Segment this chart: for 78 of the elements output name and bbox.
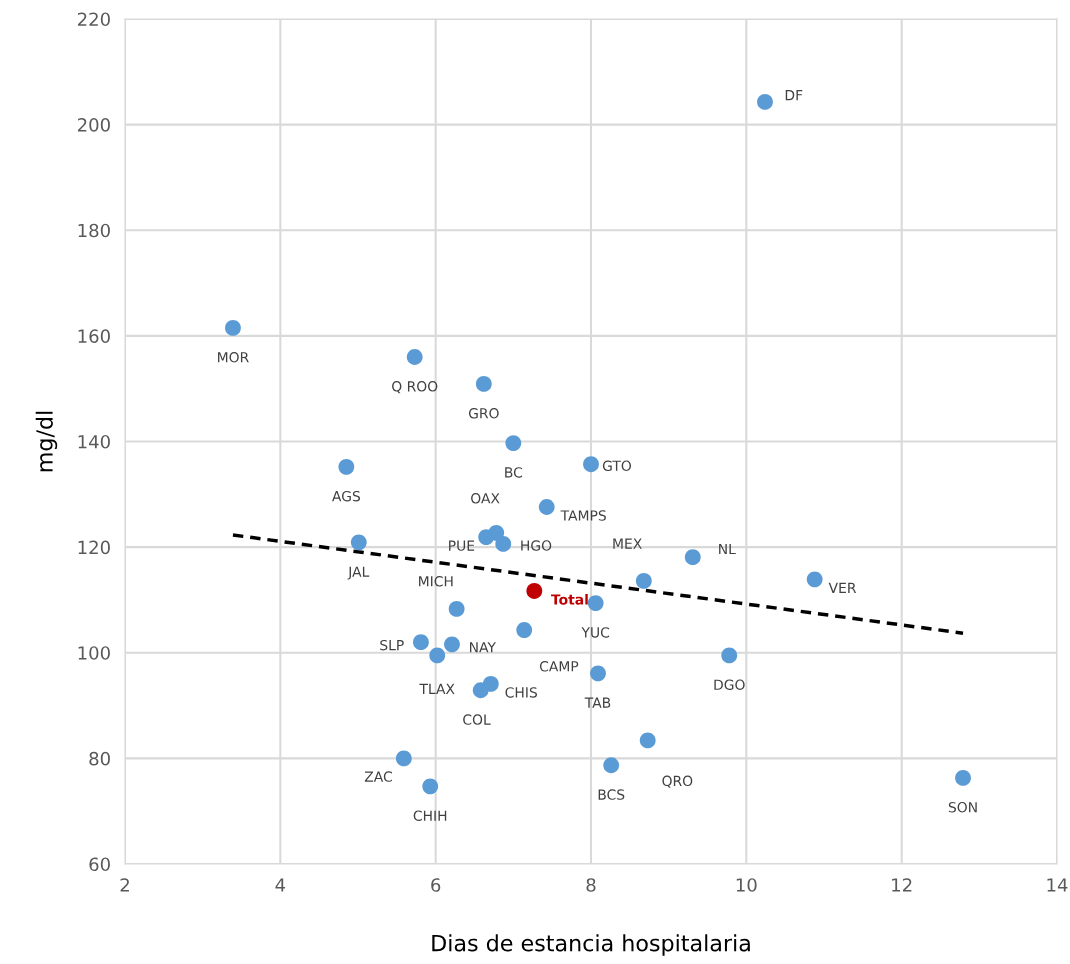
point [478, 529, 495, 546]
data-label: GRO [468, 408, 499, 419]
data-label: HGO [521, 540, 552, 551]
point [225, 320, 241, 336]
y-tick-label: 60 [89, 857, 110, 872]
data-label: BCS [598, 789, 625, 800]
point [526, 583, 543, 599]
data-label: NAY [470, 642, 496, 653]
data-label: MEX [613, 538, 642, 549]
point [603, 757, 620, 774]
data-label: SON [948, 802, 977, 813]
y-axis-title: mg/dl [35, 411, 58, 472]
data-label: CHIH [413, 810, 447, 821]
data-label: Q ROO [392, 381, 438, 394]
point [538, 499, 555, 515]
point [422, 778, 439, 795]
data-label: PUE [449, 540, 475, 551]
point [684, 549, 701, 566]
point [721, 647, 738, 664]
x-tick-label: 4 [275, 878, 286, 892]
data-label: OAX [471, 493, 500, 504]
point [475, 376, 492, 392]
data-label: MICH [419, 576, 453, 587]
x-axis-title: Dias de estancia hospitalaria [432, 934, 750, 956]
point [806, 571, 823, 588]
data-label: TLAX [419, 683, 455, 694]
data-label: DF [785, 90, 803, 101]
data-label: TAB [584, 697, 611, 708]
data-label: DGO [714, 679, 745, 690]
data-label: Total [551, 593, 588, 605]
y-tick-label: 200 [77, 118, 110, 132]
point [429, 647, 446, 664]
x-tick-label: 2 [120, 878, 129, 892]
data-label: CAMP [539, 661, 579, 672]
x-tick-label: 14 [1047, 878, 1068, 892]
point [505, 435, 522, 451]
data-label: CHIS [505, 687, 537, 698]
point [516, 622, 533, 638]
data-label: SLP [380, 639, 404, 651]
point [635, 573, 652, 589]
point [587, 595, 604, 612]
point [395, 750, 412, 767]
point [444, 636, 460, 653]
point [639, 732, 656, 749]
point [583, 456, 599, 473]
y-tick-label: 140 [78, 434, 110, 449]
data-label: YUC [581, 627, 610, 638]
point [350, 534, 367, 551]
y-tick-label: 160 [78, 329, 110, 343]
point [955, 770, 971, 786]
point [472, 682, 489, 699]
point [448, 601, 465, 617]
point [590, 665, 606, 682]
x-tick-label: 12 [892, 878, 912, 892]
data-label: JAL [347, 566, 370, 580]
x-tick-label: 10 [736, 878, 757, 892]
data-label: MOR [218, 352, 249, 363]
point [338, 458, 355, 475]
data-label: QRO [662, 775, 693, 788]
point [406, 349, 423, 365]
data-label: ZAC [364, 771, 392, 782]
y-tick-label: 80 [89, 751, 110, 766]
data-label: NL [719, 543, 736, 555]
data-label: GTO [602, 460, 632, 472]
y-tick-label: 120 [78, 540, 110, 555]
point [495, 536, 512, 552]
data-label: AGS [332, 490, 360, 502]
point [412, 634, 429, 651]
y-tick-label: 220 [77, 12, 110, 27]
x-tick-label: 8 [586, 878, 596, 892]
data-label: COL [463, 714, 491, 725]
data-label: VER [828, 582, 857, 593]
y-tick-label: 180 [78, 223, 110, 238]
data-label: BC [505, 467, 523, 478]
point [757, 94, 773, 110]
y-tick-label: 100 [78, 646, 110, 660]
data-label: TAMPS [560, 510, 606, 521]
x-tick-label: 6 [431, 878, 441, 892]
